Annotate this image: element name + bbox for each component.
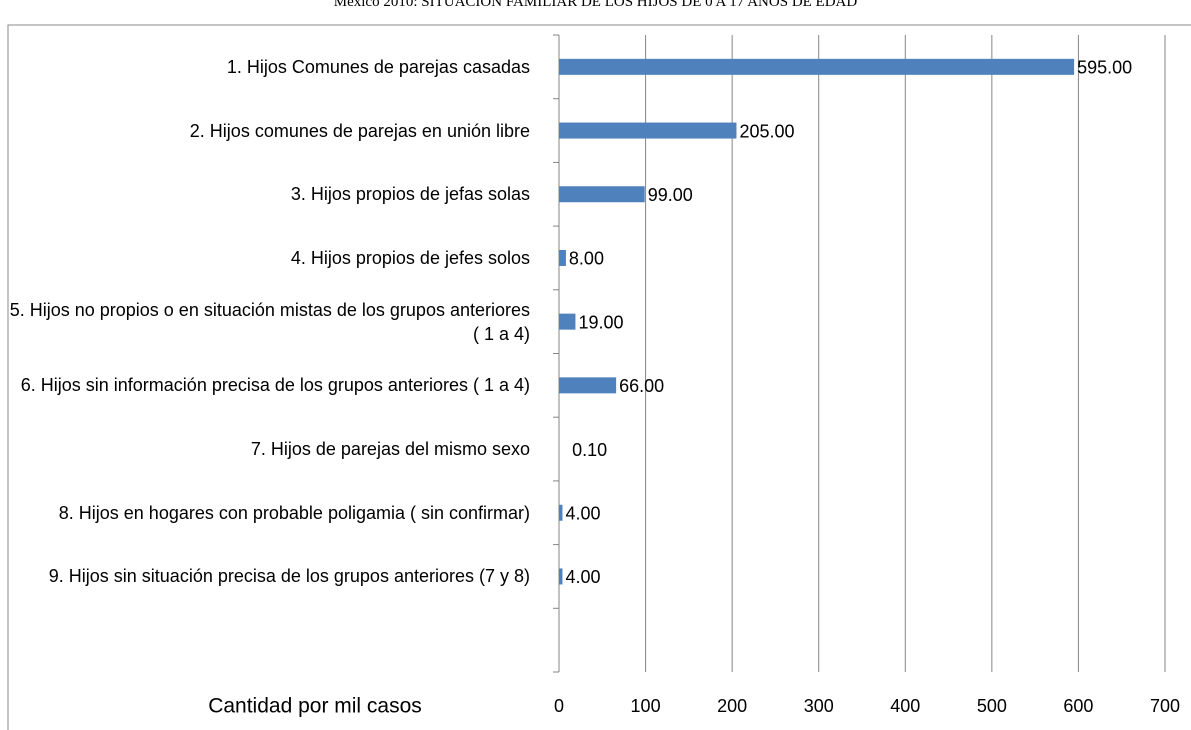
data-label: 0.10 — [572, 440, 607, 460]
x-tick-label: 400 — [890, 696, 920, 716]
bar — [559, 568, 563, 585]
x-tick-label: 0 — [554, 696, 564, 716]
bar — [559, 377, 617, 394]
y-tick-label: 1. Hijos Comunes de parejas casadas — [226, 56, 530, 77]
y-tick-label: 5. Hijos no propios o en situación mista… — [9, 299, 530, 344]
data-label: 4.00 — [565, 504, 600, 524]
y-tick-label: 4. Hijos propios de jefes solos — [290, 247, 530, 268]
y-tick-label: 7. Hijos de parejas del mismo sexo — [250, 439, 530, 460]
x-tick-label: 100 — [631, 696, 661, 716]
y-tick-label: 3. Hijos propios de jefas solas — [290, 184, 530, 205]
bar — [559, 122, 737, 139]
y-tick-label: 6. Hijos sin información precisa de los … — [20, 375, 530, 396]
x-tick-label: 700 — [1150, 696, 1180, 716]
bar — [559, 58, 1075, 75]
x-tick-label: 600 — [1063, 696, 1093, 716]
data-label: 205.00 — [739, 121, 794, 141]
data-label: 99.00 — [648, 185, 693, 205]
bar — [559, 249, 566, 266]
bar — [559, 186, 645, 203]
y-tick-label: 8. Hijos en hogares con probable poligam… — [58, 502, 530, 523]
chart-title: México 2010: SITUACIÓN FAMILIAR DE LOS H… — [333, 0, 858, 10]
y-tick-label: 9. Hijos sin situación precisa de los gr… — [48, 566, 530, 587]
data-label: 66.00 — [619, 376, 664, 396]
y-tick-label: 2. Hijos comunes de parejas en unión lib… — [189, 120, 530, 141]
x-tick-label: 200 — [717, 696, 747, 716]
data-label: 8.00 — [569, 249, 604, 269]
data-label: 4.00 — [565, 567, 600, 587]
data-label: 19.00 — [578, 312, 623, 332]
x-axis-label: Cantidad por mil casos — [208, 695, 422, 718]
bar — [559, 504, 563, 521]
x-tick-label: 300 — [804, 696, 834, 716]
data-label: 595.00 — [1077, 58, 1132, 78]
chart-border — [7, 24, 1191, 730]
x-tick-label: 500 — [977, 696, 1007, 716]
bar — [559, 313, 576, 330]
